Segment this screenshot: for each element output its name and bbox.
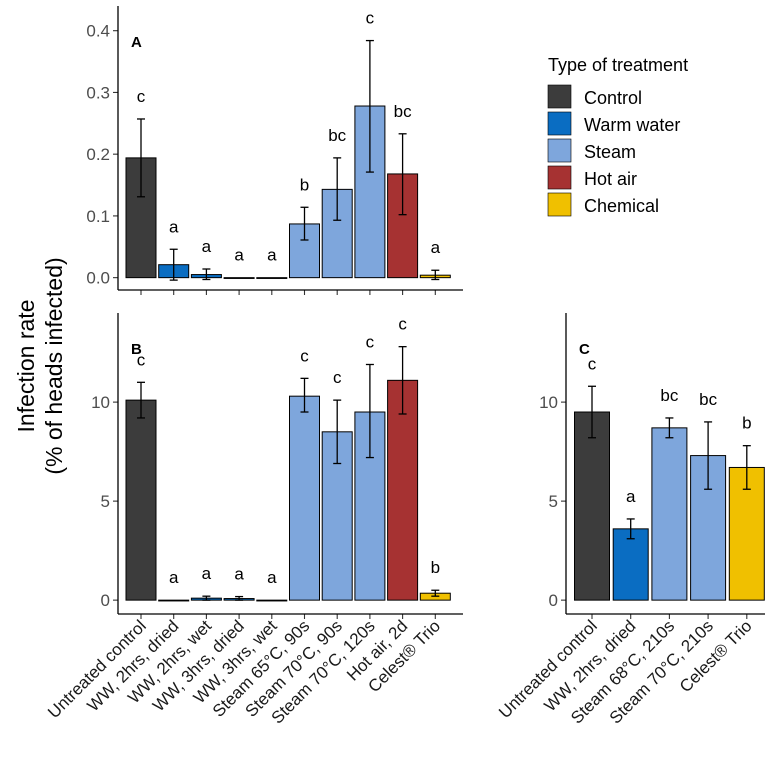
y-tick-label-a-1: 0.1: [86, 207, 110, 226]
legend-item-chemical: Chemical: [547, 192, 659, 217]
bar-b-4: [256, 599, 288, 602]
panel-label-a: A: [131, 34, 142, 51]
bar-c-1: [612, 528, 649, 601]
significance-letter-c-3: bc: [699, 390, 717, 409]
significance-letter-b-1: a: [169, 568, 179, 587]
legend: Type of treatment Control Warm water Ste…: [547, 55, 688, 217]
legend-label-chemical: Chemical: [584, 196, 659, 216]
y-tick-label-a-4: 0.4: [86, 22, 110, 41]
significance-letter-c-2: bc: [660, 386, 678, 405]
y-tick-label-b-1: 5: [101, 492, 110, 511]
y-tick-label-b-0: 0: [101, 591, 110, 610]
significance-letter-b-9: b: [431, 558, 440, 577]
bar-a-3: [223, 277, 255, 279]
y-axis-title-line2: (% of heads infected): [41, 257, 67, 474]
significance-letter-c-0: c: [588, 354, 597, 373]
panel-a: A 0.0 0.1 0.2 0.3 0.4 c a a a a b bc c bc a: [86, 6, 463, 295]
legend-label-hot-air: Hot air: [584, 169, 637, 189]
bar-c-2: [651, 427, 688, 601]
bar-b-0: [125, 399, 157, 601]
panel-label-c: C: [579, 341, 590, 358]
significance-letter-b-8: c: [398, 315, 407, 334]
significance-letter-b-0: c: [137, 350, 146, 369]
significance-letter-a-2: a: [202, 237, 212, 256]
legend-item-warm-water: Warm water: [547, 111, 680, 136]
legend-swatch-hot-air: [547, 165, 572, 190]
bar-b-8: [387, 379, 419, 601]
significance-letter-a-5: b: [300, 175, 309, 194]
bar-b-1: [158, 599, 190, 602]
legend-swatch-warm-water: [547, 111, 572, 136]
y-tick-label-c-1: 5: [549, 492, 558, 511]
legend-swatch-steam: [547, 138, 572, 163]
significance-letter-a-6: bc: [328, 126, 346, 145]
significance-letter-a-0: c: [137, 87, 146, 106]
bar-a-4: [256, 277, 288, 279]
legend-swatch-control: [547, 84, 572, 109]
significance-letter-a-8: bc: [394, 102, 412, 121]
significance-letter-a-7: c: [366, 9, 375, 28]
legend-swatch-chemical: [547, 192, 572, 217]
y-tick-label-c-2: 10: [539, 393, 558, 412]
panel-label-b: B: [131, 341, 142, 358]
legend-label-steam: Steam: [584, 142, 636, 162]
significance-letter-b-2: a: [202, 564, 212, 583]
legend-title: Type of treatment: [548, 55, 688, 75]
significance-letter-a-9: a: [431, 238, 441, 257]
y-tick-label-a-3: 0.3: [86, 83, 110, 102]
legend-label-control: Control: [584, 88, 642, 108]
significance-letter-b-3: a: [234, 565, 244, 584]
significance-letter-c-4: b: [742, 414, 751, 433]
bar-c-0: [574, 411, 610, 601]
legend-label-warm-water: Warm water: [584, 115, 680, 135]
legend-item-control: Control: [547, 84, 642, 109]
legend-item-steam: Steam: [547, 138, 636, 163]
significance-letter-a-1: a: [169, 217, 179, 236]
y-tick-label-a-2: 0.2: [86, 145, 110, 164]
bar-b-5: [289, 395, 320, 601]
significance-letter-b-5: c: [300, 346, 309, 365]
significance-letter-a-4: a: [267, 246, 277, 265]
significance-letter-b-4: a: [267, 568, 277, 587]
y-tick-label-c-0: 0: [549, 591, 558, 610]
y-axis-title-line1: Infection rate: [13, 300, 39, 433]
y-tick-label-b-2: 10: [91, 393, 110, 412]
significance-letter-b-7: c: [366, 332, 375, 351]
y-tick-label-a-0: 0.0: [86, 269, 110, 288]
significance-letter-a-3: a: [234, 246, 244, 265]
significance-letter-c-1: a: [626, 487, 636, 506]
significance-letter-b-6: c: [333, 368, 342, 387]
legend-item-hot-air: Hot air: [547, 165, 637, 190]
